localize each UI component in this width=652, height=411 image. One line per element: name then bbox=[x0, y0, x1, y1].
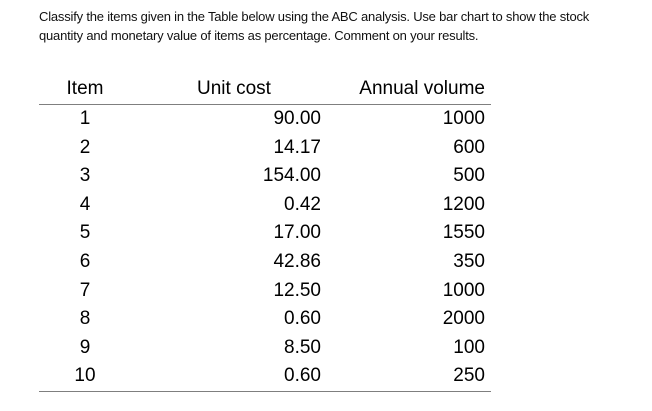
table-row: 3 154.00 500 bbox=[39, 162, 491, 191]
cell-unit-cost: 8.50 bbox=[284, 336, 321, 358]
items-table: Item Unit cost Annual volume 1 90.00 1000 2… bbox=[39, 74, 491, 392]
cell-unit-cost: 0.60 bbox=[284, 365, 321, 387]
cell-annual-volume: 500 bbox=[453, 165, 485, 187]
cell-annual-volume: 1000 bbox=[442, 279, 485, 301]
question-line-2: quantity and monetary value of items as … bbox=[39, 28, 479, 43]
cell-unit-cost: 12.50 bbox=[273, 279, 321, 301]
cell-annual-volume: 1550 bbox=[442, 222, 485, 244]
table-body: 1 90.00 1000 2 14.17 600 3 154.00 500 4 0.42 1200 5 1… bbox=[39, 105, 491, 392]
table-header-row: Item Unit cost Annual volume bbox=[39, 74, 491, 105]
cell-unit-cost: 0.42 bbox=[284, 193, 321, 215]
cell-annual-volume: 100 bbox=[453, 336, 485, 358]
cell-unit-cost: 14.17 bbox=[273, 136, 321, 158]
cell-item: 9 bbox=[79, 336, 91, 358]
cell-unit-cost: 17.00 bbox=[273, 222, 321, 244]
cell-annual-volume: 1200 bbox=[442, 193, 485, 215]
cell-item: 5 bbox=[79, 222, 91, 244]
table-row: 9 8.50 100 bbox=[39, 334, 491, 363]
cell-annual-volume: 2000 bbox=[442, 308, 485, 330]
cell-annual-volume: 350 bbox=[453, 250, 485, 272]
table-row: 1 90.00 1000 bbox=[39, 105, 491, 134]
cell-item: 10 bbox=[74, 365, 96, 387]
cell-item: 8 bbox=[79, 308, 91, 330]
cell-unit-cost: 42.86 bbox=[273, 250, 321, 272]
question-text: Classify the items given in the Table be… bbox=[39, 7, 639, 45]
table-row: 5 17.00 1550 bbox=[39, 219, 491, 248]
table-row: 2 14.17 600 bbox=[39, 134, 491, 163]
cell-annual-volume: 600 bbox=[453, 136, 485, 158]
cell-unit-cost: 154.00 bbox=[262, 165, 321, 187]
question-line-1: Classify the items given in the Table be… bbox=[39, 9, 590, 24]
cell-unit-cost: 90.00 bbox=[273, 108, 321, 129]
table-row: 8 0.60 2000 bbox=[39, 305, 491, 334]
cell-item: 1 bbox=[79, 108, 91, 129]
cell-item: 6 bbox=[79, 250, 91, 272]
header-item: Item bbox=[66, 78, 104, 99]
header-unit-cost: Unit cost bbox=[197, 78, 271, 99]
cell-item: 7 bbox=[79, 279, 91, 301]
cell-item: 3 bbox=[79, 165, 91, 187]
table-row: 7 12.50 1000 bbox=[39, 277, 491, 306]
table-row: 6 42.86 350 bbox=[39, 248, 491, 277]
cell-annual-volume: 250 bbox=[453, 365, 485, 387]
table-row: 10 0.60 250 bbox=[39, 362, 491, 391]
table-row: 4 0.42 1200 bbox=[39, 191, 491, 220]
cell-unit-cost: 0.60 bbox=[284, 308, 321, 330]
cell-item: 4 bbox=[79, 193, 91, 215]
header-annual-volume: Annual volume bbox=[359, 78, 485, 99]
cell-annual-volume: 1000 bbox=[442, 108, 485, 129]
cell-item: 2 bbox=[79, 136, 91, 158]
